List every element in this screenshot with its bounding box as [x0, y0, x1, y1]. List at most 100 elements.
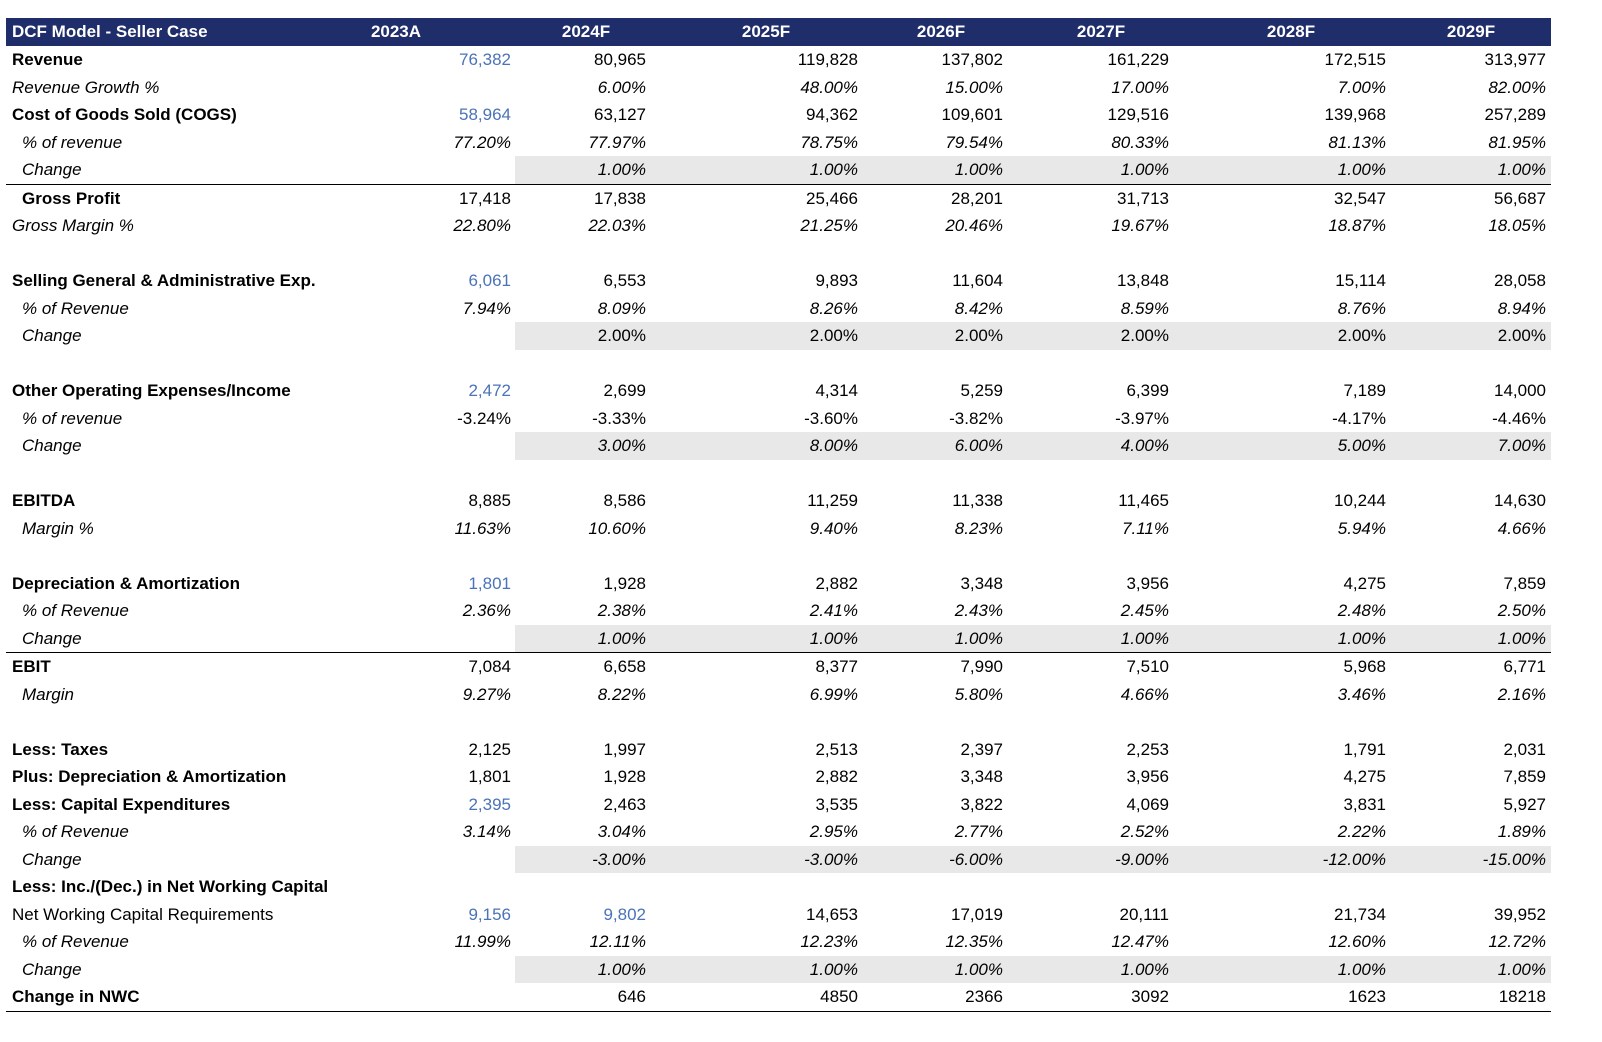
value-cell[interactable]: 9.40%	[809, 518, 858, 538]
value-cell[interactable]: 3,956	[1126, 573, 1169, 593]
value-cell[interactable]	[1276, 350, 1386, 378]
value-cell[interactable]: -6.00%	[949, 849, 1003, 869]
value-cell[interactable]: 1.00%	[1497, 959, 1546, 979]
value-cell[interactable]: 18.87%	[1328, 216, 1386, 235]
value-cell[interactable]: 109,601	[941, 105, 1003, 124]
value-cell[interactable]: -3.60%	[804, 408, 858, 428]
value-cell[interactable]: 76,382	[459, 50, 511, 69]
value-cell[interactable]: 4,275	[1343, 767, 1386, 786]
value-cell[interactable]: 2.50%	[1497, 601, 1546, 620]
value-cell[interactable]: 139,968	[1324, 105, 1386, 124]
year-header[interactable]: 2027F	[1076, 22, 1126, 41]
value-cell[interactable]: 58,964	[459, 105, 511, 124]
year-header[interactable]: 2028F	[1266, 22, 1316, 41]
value-cell[interactable]: 2.00%	[1497, 326, 1546, 345]
value-cell[interactable]: 2,397	[960, 739, 1003, 759]
value-cell[interactable]: 7.94%	[462, 298, 511, 318]
value-cell[interactable]	[401, 983, 511, 1011]
value-cell[interactable]	[893, 350, 1003, 378]
value-cell[interactable]: 2.38%	[597, 601, 646, 620]
value-cell[interactable]	[1059, 460, 1169, 488]
value-cell[interactable]: 161,229	[1107, 50, 1169, 69]
value-cell[interactable]	[748, 873, 858, 901]
value-cell[interactable]: 12.60%	[1328, 932, 1386, 951]
value-cell[interactable]: 4,069	[1126, 794, 1169, 814]
value-cell[interactable]	[536, 708, 646, 736]
value-cell[interactable]: 11.99%	[454, 932, 511, 951]
value-cell[interactable]: 2.36%	[462, 601, 511, 620]
value-cell[interactable]	[401, 322, 511, 350]
value-cell[interactable]: 12.23%	[800, 932, 858, 951]
value-cell[interactable]: 2.00%	[954, 326, 1003, 345]
value-cell[interactable]: 137,802	[941, 50, 1003, 69]
value-cell[interactable]: 78.75%	[800, 132, 858, 152]
value-cell[interactable]: 11,259	[807, 491, 858, 510]
value-cell[interactable]	[1276, 708, 1386, 736]
value-cell[interactable]: 2.16%	[1497, 684, 1546, 704]
value-cell[interactable]: 6,399	[1126, 381, 1169, 400]
value-cell[interactable]: 81.13%	[1328, 132, 1386, 152]
value-cell[interactable]: 11,465	[1118, 491, 1169, 510]
value-cell[interactable]: 1.89%	[1497, 822, 1546, 841]
year-header[interactable]: 2025F	[741, 22, 791, 41]
value-cell[interactable]	[401, 460, 511, 488]
value-cell[interactable]: 25,466	[806, 188, 858, 208]
value-cell[interactable]: 19.67%	[1111, 216, 1169, 235]
value-cell[interactable]: 94,362	[806, 105, 858, 124]
value-cell[interactable]	[401, 846, 511, 874]
value-cell[interactable]	[401, 240, 511, 268]
value-cell[interactable]	[401, 625, 511, 653]
value-cell[interactable]: 1,801	[468, 767, 511, 786]
value-cell[interactable]: 63,127	[594, 105, 646, 124]
value-cell[interactable]: -3.00%	[592, 849, 646, 869]
value-cell[interactable]: 21,734	[1334, 904, 1386, 924]
value-cell[interactable]: 20,111	[1119, 904, 1169, 924]
value-cell[interactable]: 3,956	[1126, 767, 1169, 786]
value-cell[interactable]: -3.24%	[457, 408, 511, 428]
value-cell[interactable]: 18218	[1498, 987, 1546, 1006]
value-cell[interactable]: 18.05%	[1488, 216, 1546, 235]
value-cell[interactable]: 8.23%	[954, 518, 1003, 538]
value-cell[interactable]: 8,377	[815, 657, 858, 676]
value-cell[interactable]	[536, 460, 646, 488]
value-cell[interactable]	[1436, 240, 1546, 268]
value-cell[interactable]: 13,848	[1117, 271, 1169, 290]
value-cell[interactable]: 2,513	[815, 739, 858, 759]
value-cell[interactable]: 8.76%	[1337, 298, 1386, 318]
value-cell[interactable]: 9,802	[603, 904, 646, 924]
value-cell[interactable]: 8.09%	[597, 298, 646, 318]
value-cell[interactable]: 1,928	[603, 767, 646, 786]
value-cell[interactable]: 17,418	[459, 188, 511, 208]
value-cell[interactable]: 12.35%	[945, 932, 1003, 951]
value-cell[interactable]	[893, 708, 1003, 736]
value-cell[interactable]: 9,893	[815, 271, 858, 290]
value-cell[interactable]: 4,314	[815, 381, 858, 400]
value-cell[interactable]: -15.00%	[1482, 849, 1546, 869]
value-cell[interactable]: 1,791	[1343, 739, 1386, 759]
value-cell[interactable]	[1276, 240, 1386, 268]
value-cell[interactable]: 7.00%	[1497, 436, 1546, 455]
value-cell[interactable]: 2,882	[815, 573, 858, 593]
value-cell[interactable]	[401, 956, 511, 984]
value-cell[interactable]	[401, 350, 511, 378]
value-cell[interactable]: 1623	[1348, 987, 1386, 1006]
value-cell[interactable]: 2.22%	[1337, 822, 1386, 841]
value-cell[interactable]: 9.27%	[462, 684, 511, 704]
value-cell[interactable]	[1276, 460, 1386, 488]
value-cell[interactable]: 2,125	[468, 739, 511, 759]
value-cell[interactable]: 1.00%	[1337, 959, 1386, 979]
value-cell[interactable]: 7.00%	[1337, 77, 1386, 97]
value-cell[interactable]: 646	[617, 987, 646, 1006]
value-cell[interactable]: 3.46%	[1337, 684, 1386, 704]
value-cell[interactable]	[748, 542, 858, 570]
value-cell[interactable]	[536, 542, 646, 570]
value-cell[interactable]: -4.46%	[1492, 408, 1546, 428]
value-cell[interactable]: 1,801	[468, 573, 511, 593]
value-cell[interactable]: 8.22%	[597, 684, 646, 704]
value-cell[interactable]: 10.60%	[588, 518, 646, 538]
value-cell[interactable]	[748, 240, 858, 268]
value-cell[interactable]: 8.42%	[954, 298, 1003, 318]
value-cell[interactable]: 1.00%	[597, 628, 646, 648]
value-cell[interactable]: 81.95%	[1488, 132, 1546, 152]
value-cell[interactable]	[1436, 873, 1546, 901]
